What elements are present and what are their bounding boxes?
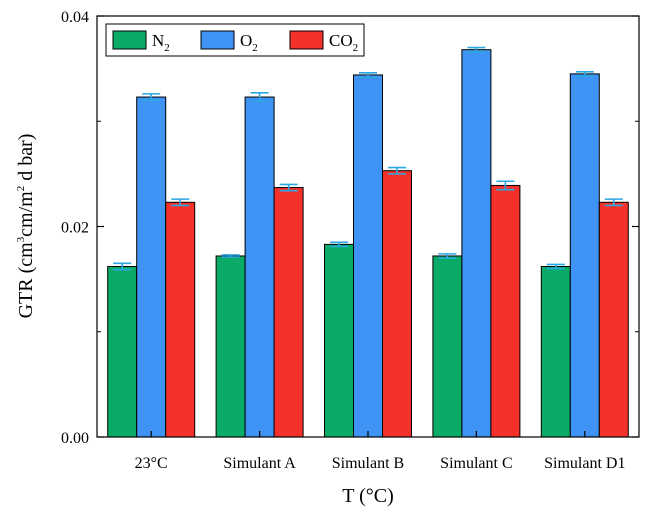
error-bar-co2-0 <box>171 198 190 207</box>
legend-label-co2: CO2 <box>329 31 358 54</box>
legend-swatch-n2 <box>112 30 147 50</box>
y-axis-title-part-b: cm/m <box>15 191 37 237</box>
x-axis-title: T (°C) <box>342 485 394 507</box>
legend-label-text: O <box>240 31 252 50</box>
y-tick-label: 0.04 <box>61 9 89 26</box>
error-bar-co2-2 <box>388 166 406 175</box>
bar-o2-4 <box>569 73 600 438</box>
bar-co2-3 <box>490 184 521 438</box>
legend-label-o2: O2 <box>240 31 258 54</box>
legend-swatch-co2 <box>289 30 324 50</box>
error-bars-layer <box>113 46 623 271</box>
error-bar-co2-4 <box>604 198 623 207</box>
bar-n2-0 <box>107 265 138 438</box>
y-tick-label: 0.02 <box>61 220 89 237</box>
error-bar-n2-2 <box>330 241 348 248</box>
error-bar-o2-2 <box>359 72 377 78</box>
x-tick-label: Simulant C <box>440 455 512 472</box>
bar-o2-2 <box>353 74 383 438</box>
bar-n2-2 <box>324 243 354 438</box>
x-tick-label: Simulant A <box>223 455 296 472</box>
x-axis: 23°C Simulant A Simulant B Simulant C Simula… <box>135 431 625 472</box>
bar-n2-4 <box>540 265 571 438</box>
y-axis-title-sup-a: 3 <box>15 236 27 242</box>
legend-label-subscript: 2 <box>164 42 170 54</box>
bar-o2-0 <box>136 96 167 438</box>
legend-label-n2: N2 <box>152 31 170 54</box>
y-axis-title-part-c: d bar) <box>15 134 37 186</box>
y-axis: 0.00 0.02 0.04 <box>61 9 639 447</box>
x-tick-label: Simulant B <box>332 455 404 472</box>
x-tick-label: Simulant D1 <box>544 455 625 472</box>
error-bar-n2-3 <box>438 253 457 259</box>
error-bar-co2-1 <box>279 183 298 192</box>
error-bar-co2-3 <box>496 180 515 191</box>
y-tick-label: 0.00 <box>61 430 89 447</box>
bar-co2-1 <box>273 187 304 438</box>
error-bar-o2-1 <box>250 92 269 103</box>
bar-co2-4 <box>598 201 629 438</box>
y-axis-title-part-a: GTR (cm <box>15 242 37 319</box>
bar-co2-2 <box>382 170 412 438</box>
legend: N2 O2 CO2 <box>105 23 365 57</box>
bar-n2-1 <box>215 255 246 438</box>
error-bar-o2-0 <box>142 93 161 101</box>
error-bar-n2-4 <box>546 263 565 270</box>
legend-label-subscript: 2 <box>252 42 258 54</box>
bar-o2-3 <box>461 49 492 438</box>
bars-layer <box>107 49 629 438</box>
error-bar-o2-4 <box>575 70 594 77</box>
legend-label-text: CO <box>329 31 353 50</box>
error-bar-o2-3 <box>467 46 486 53</box>
legend-label-text: N <box>152 31 164 50</box>
y-axis-title-sup-b: 2 <box>15 186 27 192</box>
error-bar-n2-0 <box>113 262 132 271</box>
bar-n2-3 <box>432 255 463 438</box>
x-tick-label: 23°C <box>135 455 168 472</box>
error-bar-n2-1 <box>221 254 240 258</box>
legend-label-subscript: 2 <box>353 42 359 54</box>
y-axis-title: GTR (cm3cm/m2 d bar) <box>15 134 37 319</box>
bar-o2-1 <box>244 96 275 438</box>
legend-swatch-o2 <box>200 30 235 50</box>
bar-co2-0 <box>165 201 196 438</box>
